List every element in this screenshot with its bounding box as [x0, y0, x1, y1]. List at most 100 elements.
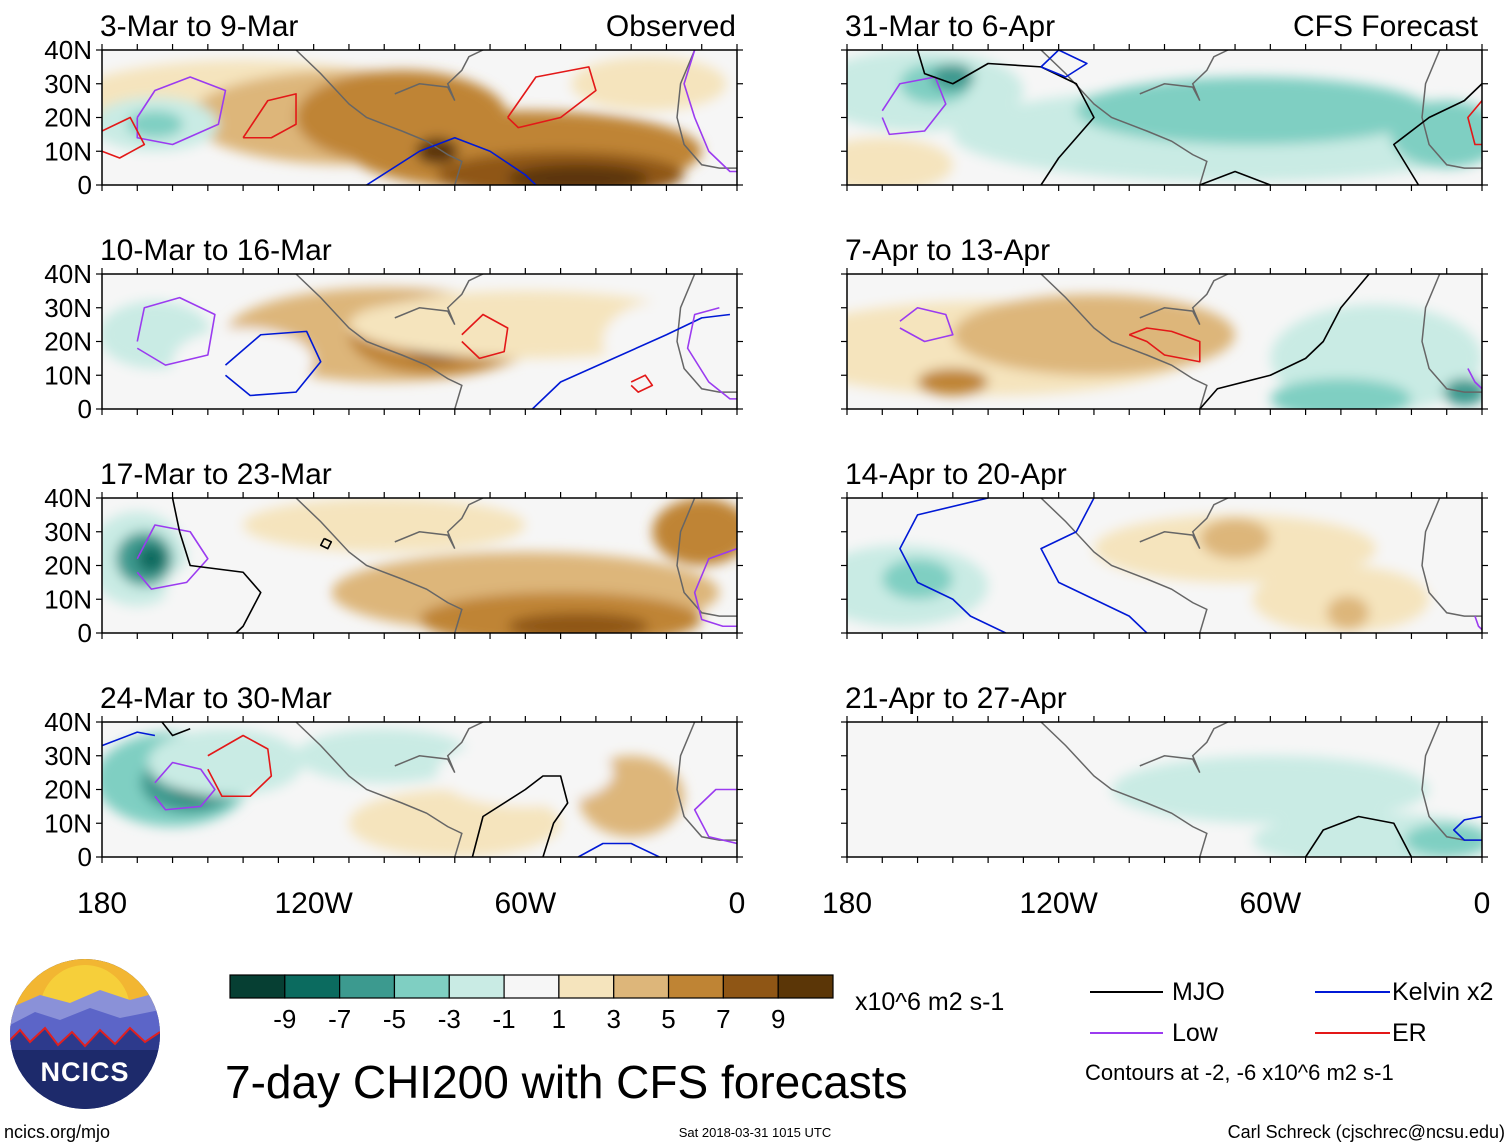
- lat-tick-label: 0: [78, 394, 92, 424]
- panel-period-title: 24-Mar to 30-Mar: [100, 682, 332, 715]
- anomaly-shading: [1326, 595, 1370, 630]
- anomaly-shading: [864, 755, 1042, 837]
- logo-text: NCICS: [40, 1057, 129, 1087]
- coastline: [1139, 50, 1229, 101]
- anomaly-shading: [952, 294, 1236, 376]
- lat-tick-label: 20N: [44, 103, 92, 133]
- coastline: [394, 498, 484, 549]
- contour-line: [136, 76, 227, 146]
- ncics-logo: NCICS: [10, 959, 160, 1109]
- colorbar: -9 -7 -5 -3 -1 1 3 5 7 9: [229, 974, 834, 1034]
- colorbar-label: 3: [606, 1004, 620, 1034]
- lon-tick-label: 180: [77, 887, 127, 920]
- contour-line: [686, 306, 737, 400]
- anomaly-shading: [602, 301, 730, 382]
- contour-line: [102, 731, 156, 747]
- coastline: [394, 722, 484, 773]
- contour-line: [531, 313, 731, 409]
- panel-period-title: 17-Mar to 23-Mar: [100, 458, 332, 491]
- anomaly-shading: [147, 728, 304, 797]
- lat-tick-label: 30N: [44, 293, 92, 323]
- panel-period-title: 14-Apr to 20-Apr: [845, 458, 1067, 491]
- coastline: [394, 50, 484, 101]
- anomaly-shading: [882, 558, 953, 600]
- anomaly-shading: [415, 137, 459, 165]
- anomaly-shading: [507, 612, 649, 633]
- legend-label: Kelvin x2: [1392, 978, 1493, 1006]
- map-panels: 40N30N20N10N040N30N20N10N040N30N20N10N04…: [44, 35, 1488, 872]
- contour-line: [224, 330, 322, 397]
- figure-title: 7-day CHI200 with CFS forecasts: [225, 1056, 908, 1108]
- colorbar-swatch: [448, 974, 505, 999]
- footer-url: ncics.org/mjo: [4, 1122, 110, 1142]
- coastline: [1421, 50, 1482, 169]
- lon-tick-label: 60W: [1239, 887, 1301, 920]
- contour-line: [319, 537, 333, 550]
- contour-note: Contours at -2, -6 x10^6 m2 s-1: [1085, 1060, 1394, 1085]
- coastline: [1139, 498, 1229, 549]
- anomaly-shading: [243, 498, 526, 552]
- contour-line: [161, 722, 191, 737]
- coastline: [1139, 274, 1229, 325]
- contour-line: [507, 66, 597, 129]
- lon-tick-label: 0: [1474, 887, 1491, 920]
- column-title-cfs-forecast: CFS Forecast: [1293, 10, 1479, 43]
- coastline: [295, 722, 463, 857]
- contour-line: [1304, 815, 1413, 857]
- contour-line: [1040, 50, 1088, 78]
- contour-line: [1040, 498, 1148, 633]
- colorbar-swatch: [558, 974, 615, 999]
- contour-line: [1467, 368, 1482, 390]
- contour-line: [1199, 274, 1370, 409]
- lat-tick-label: 30N: [44, 517, 92, 547]
- colorbar-swatch: [613, 974, 670, 999]
- contour-line: [461, 313, 509, 360]
- colorbar-swatch: [229, 974, 286, 999]
- lat-tick-label: 30N: [44, 69, 92, 99]
- lat-tick-label: 10N: [44, 808, 92, 838]
- contour-line: [693, 788, 737, 845]
- legend-label: ER: [1392, 1019, 1427, 1047]
- contour-line: [171, 498, 262, 633]
- contour-line: [136, 524, 209, 590]
- contour-line: [366, 136, 537, 185]
- colorbar-swatch: [777, 974, 834, 999]
- legend-label: MJO: [1172, 978, 1225, 1006]
- colorbar-label: -7: [328, 1004, 351, 1034]
- lat-tick-label: 30N: [44, 741, 92, 771]
- contour-line: [683, 50, 737, 173]
- longitude-axis-labels: 180 120W 60W 0 180 120W 60W 0: [77, 887, 1490, 920]
- lon-tick-label: 180: [822, 887, 872, 920]
- colorbar-swatch: [339, 974, 396, 999]
- contour-line: [1128, 327, 1201, 363]
- lon-tick-label: 120W: [274, 887, 353, 920]
- colorbar-label: -1: [493, 1004, 516, 1034]
- coastline: [676, 274, 737, 393]
- coastline: [1421, 498, 1482, 617]
- lat-tick-label: 0: [78, 842, 92, 872]
- anomaly-shading: [1076, 77, 1430, 145]
- panel-period-title: 21-Apr to 27-Apr: [845, 682, 1067, 715]
- panel-period-title: 10-Mar to 16-Mar: [100, 234, 332, 267]
- anomaly-shading: [1404, 823, 1482, 857]
- anomaly-shading: [165, 552, 321, 633]
- contour-line: [630, 374, 654, 393]
- contour-line: [154, 761, 216, 811]
- lat-tick-label: 40N: [44, 35, 92, 65]
- contour-line: [207, 734, 273, 798]
- coastline: [394, 274, 484, 325]
- contour-line: [1393, 83, 1482, 185]
- contour-line: [1467, 100, 1482, 146]
- anomaly-shading: [348, 789, 561, 857]
- anomaly-shading: [652, 498, 737, 566]
- colorbar-swatch: [284, 974, 341, 999]
- coastline: [676, 498, 737, 617]
- contour-line: [102, 116, 146, 159]
- anomaly-shading: [507, 164, 649, 185]
- lat-tick-label: 20N: [44, 551, 92, 581]
